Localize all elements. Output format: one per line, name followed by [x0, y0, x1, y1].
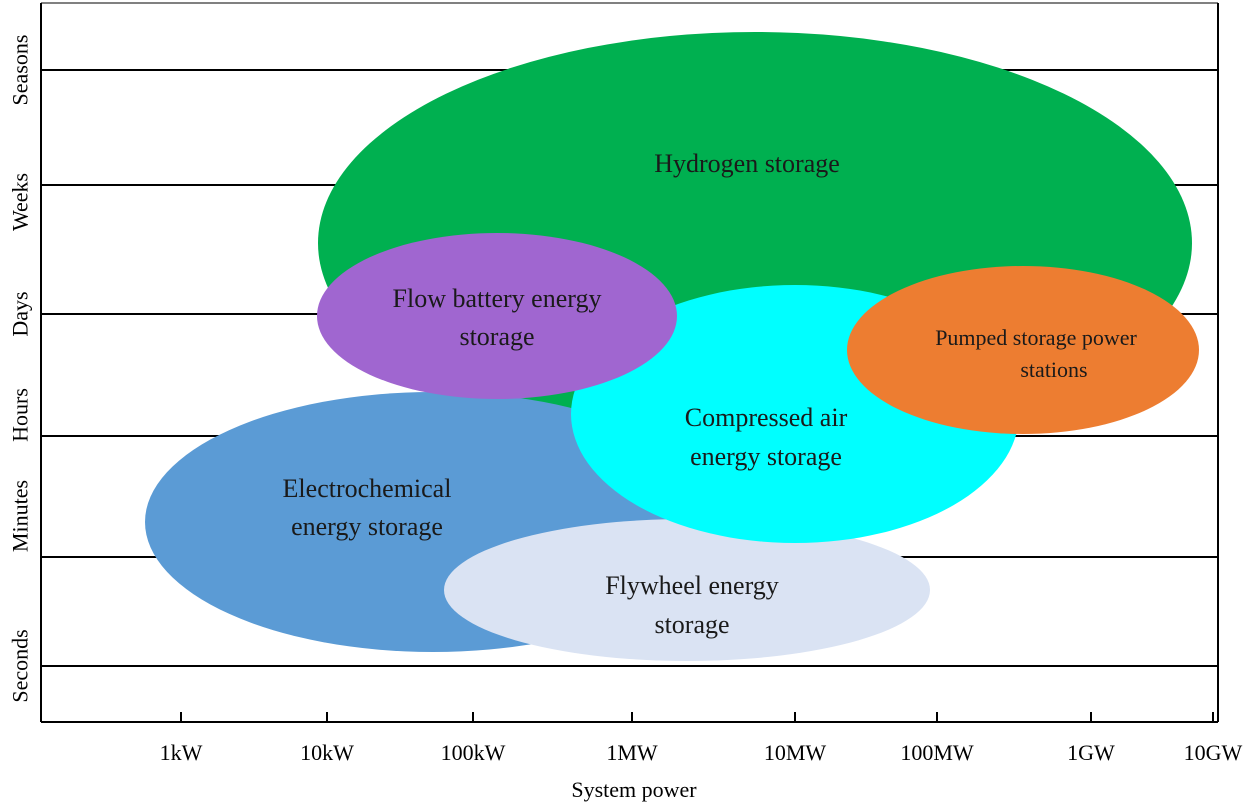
x-tick-label: 10kW — [300, 740, 354, 765]
region-label-pumped-storage-power-stations: stations — [1020, 357, 1087, 382]
y-band-label: Minutes — [8, 480, 33, 552]
y-band-label: Hours — [8, 388, 33, 442]
region-pumped-storage-power-stations — [847, 266, 1199, 434]
x-tick-label: 10GW — [1184, 740, 1243, 765]
region-label-flow-battery-energy-storage: Flow battery energy — [393, 284, 602, 313]
labels-layer: Hydrogen storage Electrochemical energy st… — [8, 2, 1243, 802]
region-label-compressed-air-energy-storage: energy storage — [690, 442, 842, 471]
region-label-hydrogen-storage: Hydrogen storage — [654, 149, 840, 178]
x-tick-label: 100kW — [441, 740, 506, 765]
x-axis-title: System power — [571, 777, 697, 802]
region-label-electrochemical-energy-storage: energy storage — [291, 512, 443, 541]
region-label-flywheel-energy-storage: Flywheel energy — [605, 571, 779, 600]
region-flow-battery-energy-storage — [317, 233, 677, 399]
x-tick-label: 1GW — [1067, 740, 1115, 765]
x-tick-label: 10MW — [764, 740, 827, 765]
region-label-flywheel-energy-storage: storage — [654, 610, 729, 639]
region-flywheel-energy-storage — [444, 519, 930, 661]
y-band-label: Days — [8, 291, 33, 336]
region-label-flow-battery-energy-storage: storage — [459, 322, 534, 351]
y-band-label: Seconds — [8, 629, 33, 702]
region-label-compressed-air-energy-storage: Compressed air — [685, 403, 848, 432]
y-band-label: Weeks — [8, 173, 33, 231]
region-label-electrochemical-energy-storage: Electrochemical — [283, 474, 452, 503]
x-tick-label: 1MW — [606, 740, 658, 765]
x-tick-label: 100MW — [900, 740, 974, 765]
regions-layer — [145, 32, 1199, 661]
region-label-pumped-storage-power-stations: Pumped storage power — [935, 325, 1137, 350]
x-tick-label: 1kW — [160, 740, 203, 765]
y-band-label: Seasons — [8, 35, 33, 106]
